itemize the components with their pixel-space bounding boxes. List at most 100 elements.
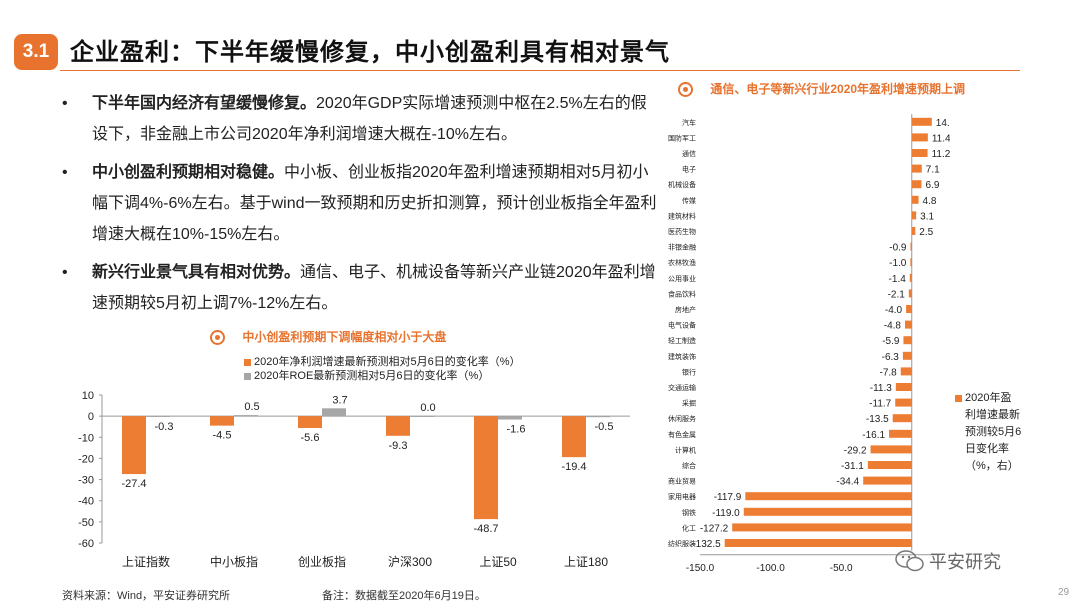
bar-industry-change [911, 211, 917, 220]
data-label: -16.1 [862, 430, 885, 441]
legend-line: （%，右） [965, 460, 1019, 472]
legend-line: 预测较5月6 [965, 426, 1022, 438]
x-category-label: 上证50 [479, 555, 517, 569]
y-tick-label: -10 [78, 432, 94, 444]
data-label: 4.8 [923, 196, 937, 207]
data-label: -0.5 [595, 421, 614, 433]
data-label: 11.2 [932, 149, 950, 160]
y-category-label: 采掘 [682, 399, 696, 408]
y-category-label: 传媒 [682, 196, 696, 205]
bar-industry-change [906, 305, 912, 313]
bullet-list: • 下半年国内经济有望缓慢修复。2020年GDP实际增速预测中枢在2.5%左右的… [62, 88, 662, 326]
logo-text: 平安研究 [929, 552, 1001, 572]
y-category-label: 电气设备 [668, 321, 696, 330]
source-note: 资料来源：Wind，平安证券研究所 [62, 590, 231, 602]
bar-industry-change [889, 429, 912, 438]
bar-industry-change [911, 164, 922, 173]
data-label: -0.9 [889, 243, 907, 254]
y-category-label: 汽车 [682, 118, 696, 127]
y-category-label: 食品饮料 [668, 289, 696, 298]
legend-swatch-orange [955, 395, 962, 402]
bar-industry-change [903, 336, 912, 345]
bullet-heading: 中小创盈利预期相对稳健。 [92, 164, 285, 181]
y-tick-label: -20 [78, 453, 94, 465]
y-category-label: 房地产 [675, 305, 696, 314]
legend-item: 2020年ROE最新预测相对5月6日的变化率（%） [244, 369, 521, 383]
wechat-icon [895, 550, 924, 572]
data-label: -29.2 [844, 445, 867, 456]
data-label: 0.5 [244, 401, 259, 413]
legend-item: 2020年盈 利增速最新 预测较5月6 日变化率 （%，右） [955, 390, 1021, 475]
y-category-label: 建筑装饰 [668, 352, 696, 361]
bar-industry-change [902, 351, 912, 360]
left-chart-title-text: 中小创盈利预期下调幅度相对小于大盘 [242, 330, 447, 344]
bar-industry-change [909, 273, 912, 282]
bar-profit-change [562, 416, 586, 458]
data-label: -9.3 [389, 440, 408, 452]
data-label: -13.5 [866, 414, 889, 425]
bar-profit-change [210, 416, 234, 426]
left-bar-chart: 10 0 -10 -20 -30 -40 -50 -60 -27.4 -0.3 上证指数 -4.5 0.… [78, 390, 630, 569]
data-label: -4.5 [213, 430, 232, 442]
right-chart-title-text: 通信、电子等新兴行业2020年盈利增速预期上调 [710, 82, 966, 96]
y-category-label: 综合 [682, 461, 696, 470]
bar-industry-change [892, 414, 912, 423]
x-tick-label: -50.0 [830, 563, 853, 573]
x-tick-label: -150.0 [686, 563, 715, 573]
data-label: -7.8 [880, 367, 898, 378]
right-bar-chart: -150.0 -100.0 -50.0 汽车 14.2 国防军工 11.4 通信 11.2 电子 7… [668, 114, 950, 573]
y-category-label: 农林牧渔 [668, 258, 696, 267]
data-label: -6.3 [882, 352, 900, 363]
bar-industry-change [911, 117, 932, 126]
bar-industry-change [900, 367, 912, 376]
bar-industry-change [911, 195, 919, 204]
bar-industry-change [908, 289, 912, 298]
legend-label: 2020年净利润增速最新预测相对5月6日的变化率（%） [254, 356, 521, 368]
y-category-label: 钢铁 [682, 508, 696, 517]
data-label: 2.5 [919, 227, 933, 238]
data-label: -34.4 [836, 477, 859, 488]
data-label: 11.4 [932, 133, 950, 144]
data-label: -1.0 [889, 258, 907, 269]
bullet-item: • 新兴行业景气具有相对优势。通信、电子、机械设备等新兴产业链2020年盈利增速… [62, 257, 662, 319]
legend-item: 2020年净利润增速最新预测相对5月6日的变化率（%） [244, 355, 521, 369]
data-date-note: 备注：数据截至2020年6月19日。 [322, 590, 486, 602]
bar-industry-change [863, 476, 912, 485]
right-chart-title: 通信、电子等新兴行业2020年盈利增速预期上调 [678, 80, 966, 98]
left-chart-title: 中小创盈利预期下调幅度相对小于大盘 [210, 328, 447, 346]
legend-line: 利增速最新 [965, 409, 1020, 421]
y-tick-label: 0 [88, 411, 94, 423]
y-category-label: 通信 [682, 149, 696, 158]
bar-profit-change [122, 416, 146, 475]
section-number-badge: 3.1 [14, 34, 58, 70]
bar-roe-change [322, 408, 346, 417]
x-tick-label: -100.0 [756, 563, 785, 573]
y-category-label: 国防军工 [668, 133, 696, 142]
data-label: -11.7 [869, 399, 891, 410]
bullet-text: 通信、电子、机械设备等新兴产业链2020年盈利增速预期较5月初上调7%-12%左… [92, 264, 656, 312]
data-label: 0.0 [420, 402, 435, 414]
bar-roe-change [146, 416, 170, 417]
right-chart-legend: 2020年盈 利增速最新 预测较5月6 日变化率 （%，右） [955, 390, 1021, 475]
y-category-label: 休闲服务 [668, 414, 696, 423]
data-label: -127.2 [700, 523, 729, 534]
data-label: 3.1 [920, 211, 934, 222]
y-tick-label: -30 [78, 475, 94, 487]
brand-logo: 平安研究 [895, 548, 1001, 574]
x-category-label: 中小板指 [210, 554, 258, 569]
bullet-text: 2020年GDP实际增速预测中枢在2.5%左右的假设下，非金融上市公司2020年… [92, 95, 647, 143]
bullet-text: 中小板、创业板指2020年盈利增速预期相对5月初小幅下调4%-6%左右。基于wi… [92, 164, 657, 243]
bar-profit-change [386, 416, 410, 436]
bullet-dot: • [62, 95, 68, 112]
bar-industry-change [724, 539, 912, 547]
y-category-label: 建筑材料 [668, 211, 696, 220]
page-title: 企业盈利：下半年缓慢修复，中小创盈利具有相对景气 [70, 39, 670, 66]
data-label: 7.1 [926, 165, 940, 176]
bar-industry-change [895, 383, 912, 391]
data-label: -117.9 [714, 492, 742, 503]
x-category-label: 创业板指 [298, 554, 346, 569]
bullet-heading: 下半年国内经济有望缓慢修复。 [92, 95, 317, 112]
bar-industry-change [911, 180, 922, 189]
y-category-label: 计算机 [675, 445, 696, 454]
page-number: 29 [1058, 587, 1070, 598]
